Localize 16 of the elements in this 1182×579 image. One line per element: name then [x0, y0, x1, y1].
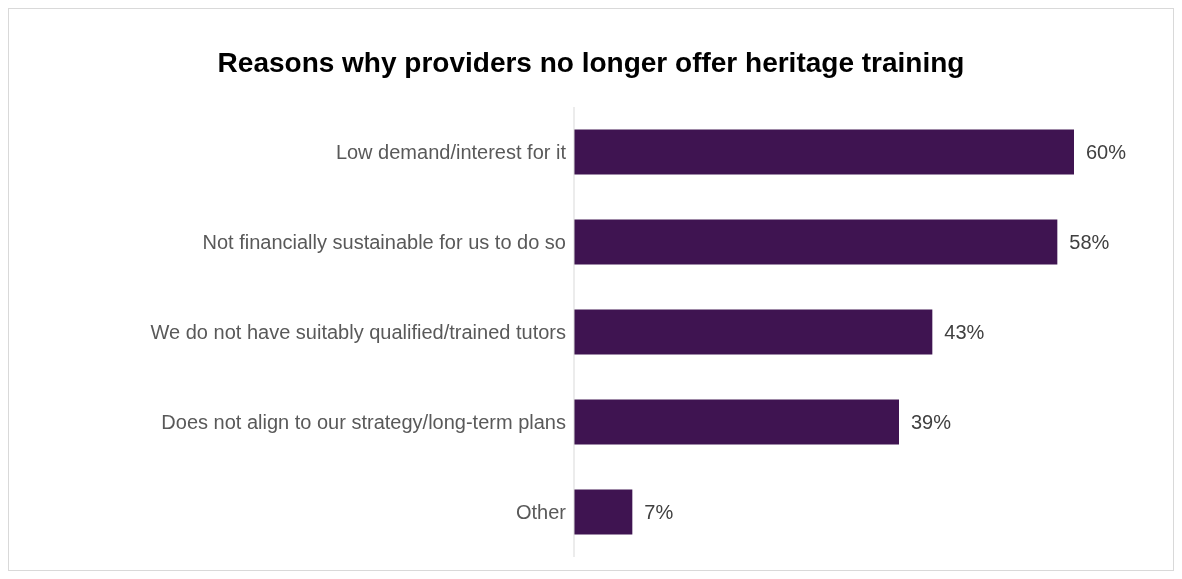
bar [574, 399, 899, 445]
y-tick-label: Low demand/interest for it [335, 141, 567, 164]
bar [574, 309, 933, 355]
bar [574, 129, 1074, 175]
bar [574, 219, 1058, 265]
data-label: 43% [944, 321, 985, 344]
data-label: 58% [1069, 231, 1110, 254]
y-tick-label: We do not have suitably qualified/trained tutors [150, 321, 566, 344]
data-label: 7% [644, 501, 674, 524]
y-tick-label: Does not align to our strategy/long-term plans [161, 411, 566, 434]
chart-title: Reasons why providers no longer offer heritage training [216, 46, 966, 80]
data-label: 39% [911, 411, 952, 434]
bar [574, 489, 633, 535]
y-tick-label: Not financially sustainable for us to do so [202, 231, 566, 254]
data-label: 60% [1086, 141, 1127, 164]
y-tick-label: Other [515, 501, 567, 524]
